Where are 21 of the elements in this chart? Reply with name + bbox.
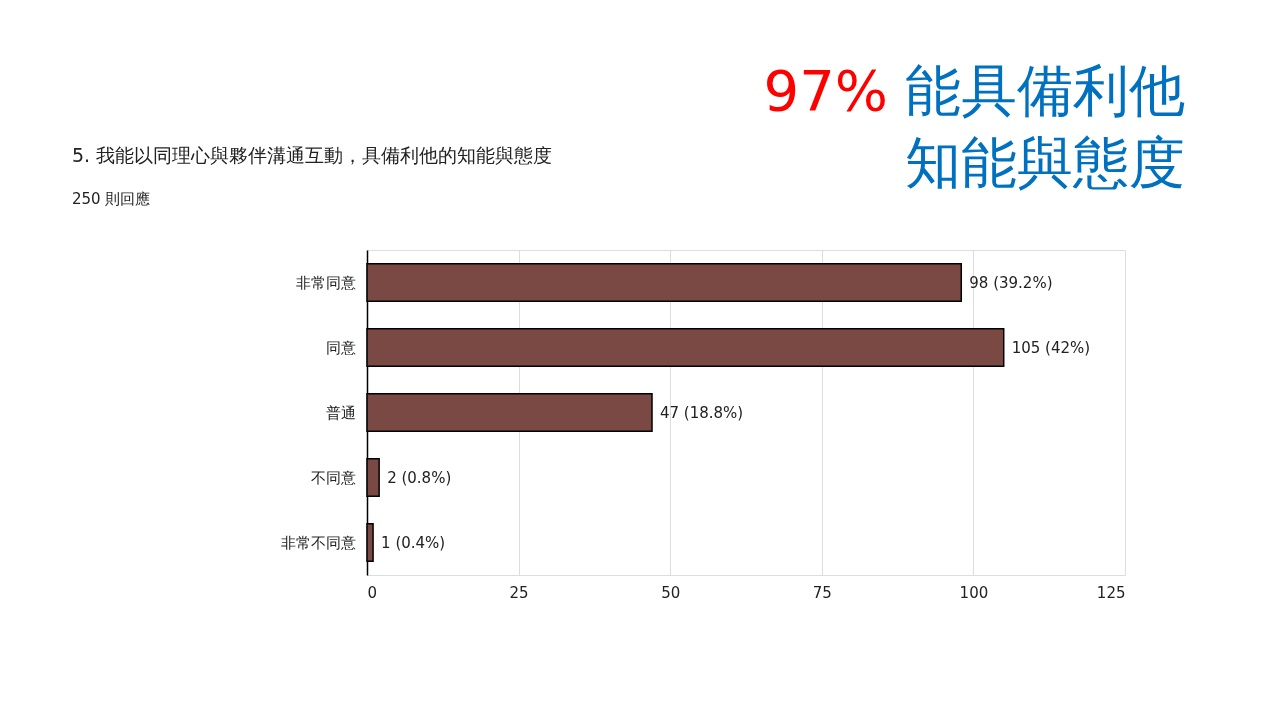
x-tick-label: 125 [1096,583,1126,602]
y-tick-label: 不同意 [310,468,356,487]
y-tick-label: 同意 [325,338,356,357]
x-tick-label: 100 [959,583,989,602]
data-label: 105 (42%) [1011,338,1091,357]
text: 250 則回應 [72,190,151,208]
chart-title: 5. 我能以同理心與夥伴溝通互動，具備利他的知能與態度 [72,144,553,166]
data-label: 98 (39.2%) [969,273,1053,292]
x-tick-label: 25 [509,583,529,602]
text: 能具備利他 [905,58,1185,123]
text: 知能與態度 [905,130,1185,195]
y-tick-label: 非常同意 [295,273,356,292]
text: 97% [763,58,888,123]
data-label: 2 (0.8%) [387,468,452,487]
y-tick-label: 普通 [325,403,356,422]
x-tick-label: 0 [367,583,378,602]
data-label: 47 (18.8%) [660,403,744,422]
x-tick-label: 50 [661,583,681,602]
x-tick-label: 75 [812,583,832,602]
y-tick-label: 非常不同意 [280,533,356,552]
data-label: 1 (0.4%) [381,533,446,552]
